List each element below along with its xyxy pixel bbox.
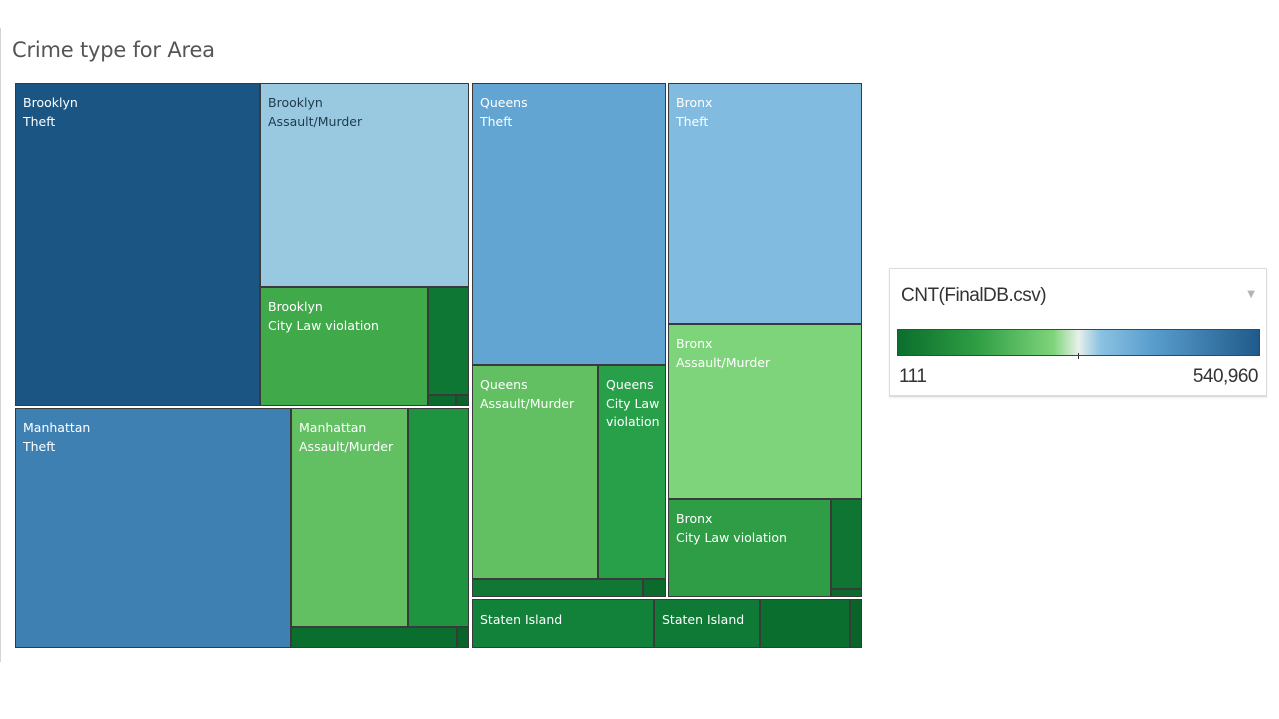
legend-min-value: 111 bbox=[899, 366, 927, 387]
treemap-cell-label: Manhattan Theft bbox=[23, 420, 91, 454]
treemap-cell-label: Staten Island bbox=[480, 612, 563, 627]
treemap-cell[interactable] bbox=[456, 395, 469, 406]
legend-title: CNT(FinalDB.csv) bbox=[901, 285, 1047, 306]
treemap-cell-label: Brooklyn City Law violation bbox=[268, 299, 379, 333]
treemap-cell[interactable] bbox=[428, 395, 456, 406]
treemap-cell[interactable] bbox=[457, 627, 469, 648]
treemap-cell[interactable]: Staten Island bbox=[472, 599, 654, 648]
treemap-cell[interactable]: Brooklyn Assault/Murder bbox=[260, 83, 469, 287]
treemap-cell[interactable]: Brooklyn City Law violation bbox=[260, 287, 428, 406]
treemap-cell-label: Queens Assault/Murder bbox=[480, 377, 575, 411]
legend-midpoint-tick bbox=[1078, 353, 1079, 359]
legend-color-ramp bbox=[897, 329, 1260, 356]
treemap-cell-label: Bronx City Law violation bbox=[676, 511, 787, 545]
legend-max-value: 540,960 bbox=[1192, 366, 1259, 387]
treemap-cell[interactable] bbox=[831, 499, 862, 589]
legend-menu-chevron-icon[interactable]: ▼ bbox=[1247, 289, 1255, 300]
treemap-cell-label: Brooklyn Assault/Murder bbox=[268, 95, 363, 129]
treemap-cell[interactable] bbox=[408, 408, 469, 627]
treemap-cell-label: Manhattan Assault/Murder bbox=[299, 420, 394, 454]
treemap-cell-label: Bronx Theft bbox=[676, 95, 713, 129]
treemap-cell[interactable] bbox=[291, 627, 457, 648]
treemap-cell[interactable]: Queens City Law violation bbox=[598, 365, 666, 579]
treemap-cell-label: Queens Theft bbox=[480, 95, 528, 129]
treemap-cell[interactable] bbox=[428, 287, 469, 395]
treemap-cell[interactable]: Bronx Theft bbox=[668, 83, 862, 324]
treemap-cell[interactable]: Manhattan Theft bbox=[15, 408, 291, 648]
treemap-cell[interactable]: Bronx Assault/Murder bbox=[668, 324, 862, 499]
treemap-cell[interactable] bbox=[760, 599, 850, 648]
treemap-cell[interactable]: Queens Assault/Murder bbox=[472, 365, 598, 579]
treemap-cell-label: Queens City Law violation bbox=[606, 377, 660, 429]
treemap-cell[interactable] bbox=[831, 589, 862, 597]
treemap-cell[interactable]: Manhattan Assault/Murder bbox=[291, 408, 408, 627]
treemap-cell[interactable] bbox=[472, 579, 643, 597]
color-legend[interactable]: CNT(FinalDB.csv) ▼ 111 540,960 bbox=[889, 268, 1267, 397]
treemap-cell[interactable]: Queens Theft bbox=[472, 83, 666, 365]
treemap-cell-label: Brooklyn Theft bbox=[23, 95, 78, 129]
chart-title: Crime type for Area bbox=[12, 38, 215, 62]
treemap-cell[interactable] bbox=[850, 599, 862, 648]
treemap-cell[interactable]: Brooklyn Theft bbox=[15, 83, 260, 406]
treemap-cell-label: Staten Island bbox=[662, 612, 745, 627]
left-divider bbox=[0, 28, 1, 662]
treemap-cell[interactable] bbox=[643, 579, 666, 597]
treemap-cell-label: Bronx Assault/Murder bbox=[676, 336, 771, 370]
treemap-cell[interactable]: Bronx City Law violation bbox=[668, 499, 831, 597]
treemap-cell[interactable]: Staten Island bbox=[654, 599, 760, 648]
